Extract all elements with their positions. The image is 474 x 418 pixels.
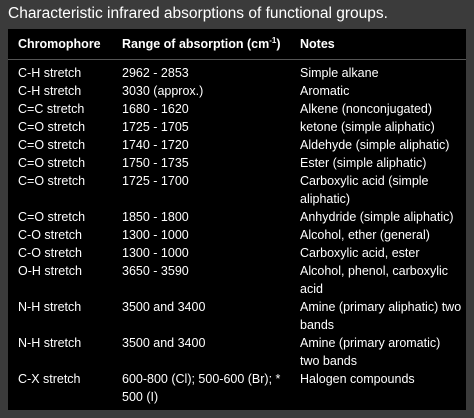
table-cell: 2962 - 2853 [122,66,189,80]
table-cell: 1680 - 1620 [122,102,189,116]
table-cell: 3500 and 3400 [122,336,206,350]
table-cell: C=O stretch [18,210,86,224]
table-cell: Halogen compounds [300,372,415,386]
table-cell: 1300 - 1000 [122,246,189,260]
table-cell: C-O stretch [18,246,82,260]
table-cell: C-H stretch [18,84,82,98]
table-row: C=O stretch 1725 - 1700 Carboxylic acid (s… [8,172,466,208]
table-row: C-O stretch 1300 - 1000 Carboxylic acid, e… [8,244,466,262]
table-cell: C-H stretch [18,66,82,80]
table-row: C=O stretch 1750 - 1735 Ester (simple alip… [8,154,466,172]
table-cell: 1850 - 1800 [122,210,189,224]
table-row: N-H stretch 3500 and 3400 Amine (primary a… [8,298,466,334]
table: Chromophore Range of absorption (cm-1) Not… [8,29,466,406]
table-cell: C-X stretch [18,372,81,386]
table-row: O-H stretch 3650 - 3590 Alcohol, phenol, c… [8,262,466,298]
table-cell: Aldehyde (simple aliphatic) [300,138,450,152]
table-cell: 1750 - 1735 [122,156,189,170]
header-row: Chromophore Range of absorption (cm-1) Not… [8,29,466,60]
header-text: Range of absorption (cm [122,37,270,51]
table-cell: 1300 - 1000 [122,228,189,242]
table-cell: Ester (simple aliphatic) [300,156,427,170]
table-cell: 600-800 (Cl); 500-600 (Br); * 500 (I) [122,372,281,404]
header-superscript: -1 [269,35,277,45]
table-cell: C=O stretch [18,174,86,188]
table-cell: Simple alkane [300,66,379,80]
title: Characteristic infrared absorptions of f… [8,5,388,22]
table-cell: Alcohol, phenol, carboxylic acid [300,264,448,296]
header-cell: Notes [290,29,466,60]
table-cell: N-H stretch [18,336,82,350]
table-cell: Aromatic [300,84,350,98]
table-cell: C=O stretch [18,138,86,152]
table-cell: Carboxylic acid, ester [300,246,420,260]
table-cell: C=C stretch [18,102,85,116]
table-row: C-O stretch 1300 - 1000 Alcohol, ether (ge… [8,226,466,244]
header-cell: Range of absorption (cm-1) [112,29,290,60]
table-body: C-H stretch 2962 - 2853 Simple alkane C-H s… [8,60,466,407]
table-row: C-H stretch 3030 (approx.) Aromatic [8,82,466,100]
table-cell: ketone (simple aliphatic) [300,120,435,134]
table-row: C-X stretch 600-800 (Cl); 500-600 (Br); *… [8,370,466,406]
table-cell: Carboxylic acid (simple aliphatic) [300,174,429,206]
table-cell: C=O stretch [18,120,86,134]
table-cell: Anhydride (simple aliphatic) [300,210,454,224]
table-row: C=O stretch 1850 - 1800 Anhydride (simple … [8,208,466,226]
table-cell: C-O stretch [18,228,82,242]
header-cell: Chromophore [8,29,112,60]
table-cell: Amine (primary aliphatic) two bands [300,300,462,332]
table-row: C=O stretch 1725 - 1705 ketone (simple ali… [8,118,466,136]
table-cell: 3500 and 3400 [122,300,206,314]
table-cell: Alcohol, ether (general) [300,228,430,242]
table-cell: Alkene (nonconjugated) [300,102,433,116]
table-cell: Amine (primary aromatic) two bands [300,336,441,368]
table-cell: C=O stretch [18,156,86,170]
table-cell: O-H stretch [18,264,82,278]
table-cell: 1740 - 1720 [122,138,189,152]
table-cell: 1725 - 1705 [122,120,189,134]
table-row: N-H stretch 3500 and 3400 Amine (primary a… [8,334,466,370]
header-text: ) [276,37,281,51]
table-cell: N-H stretch [18,300,82,314]
table-panel: Chromophore Range of absorption (cm-1) Not… [8,29,466,410]
table-row: C=C stretch 1680 - 1620 Alkene (nonconjuga… [8,100,466,118]
table-row: C-H stretch 2962 - 2853 Simple alkane [8,60,466,83]
table-cell: 3030 (approx.) [122,84,204,98]
table-cell: 3650 - 3590 [122,264,189,278]
table-cell: 1725 - 1700 [122,174,189,188]
table-row: C=O stretch 1740 - 1720 Aldehyde (simple a… [8,136,466,154]
